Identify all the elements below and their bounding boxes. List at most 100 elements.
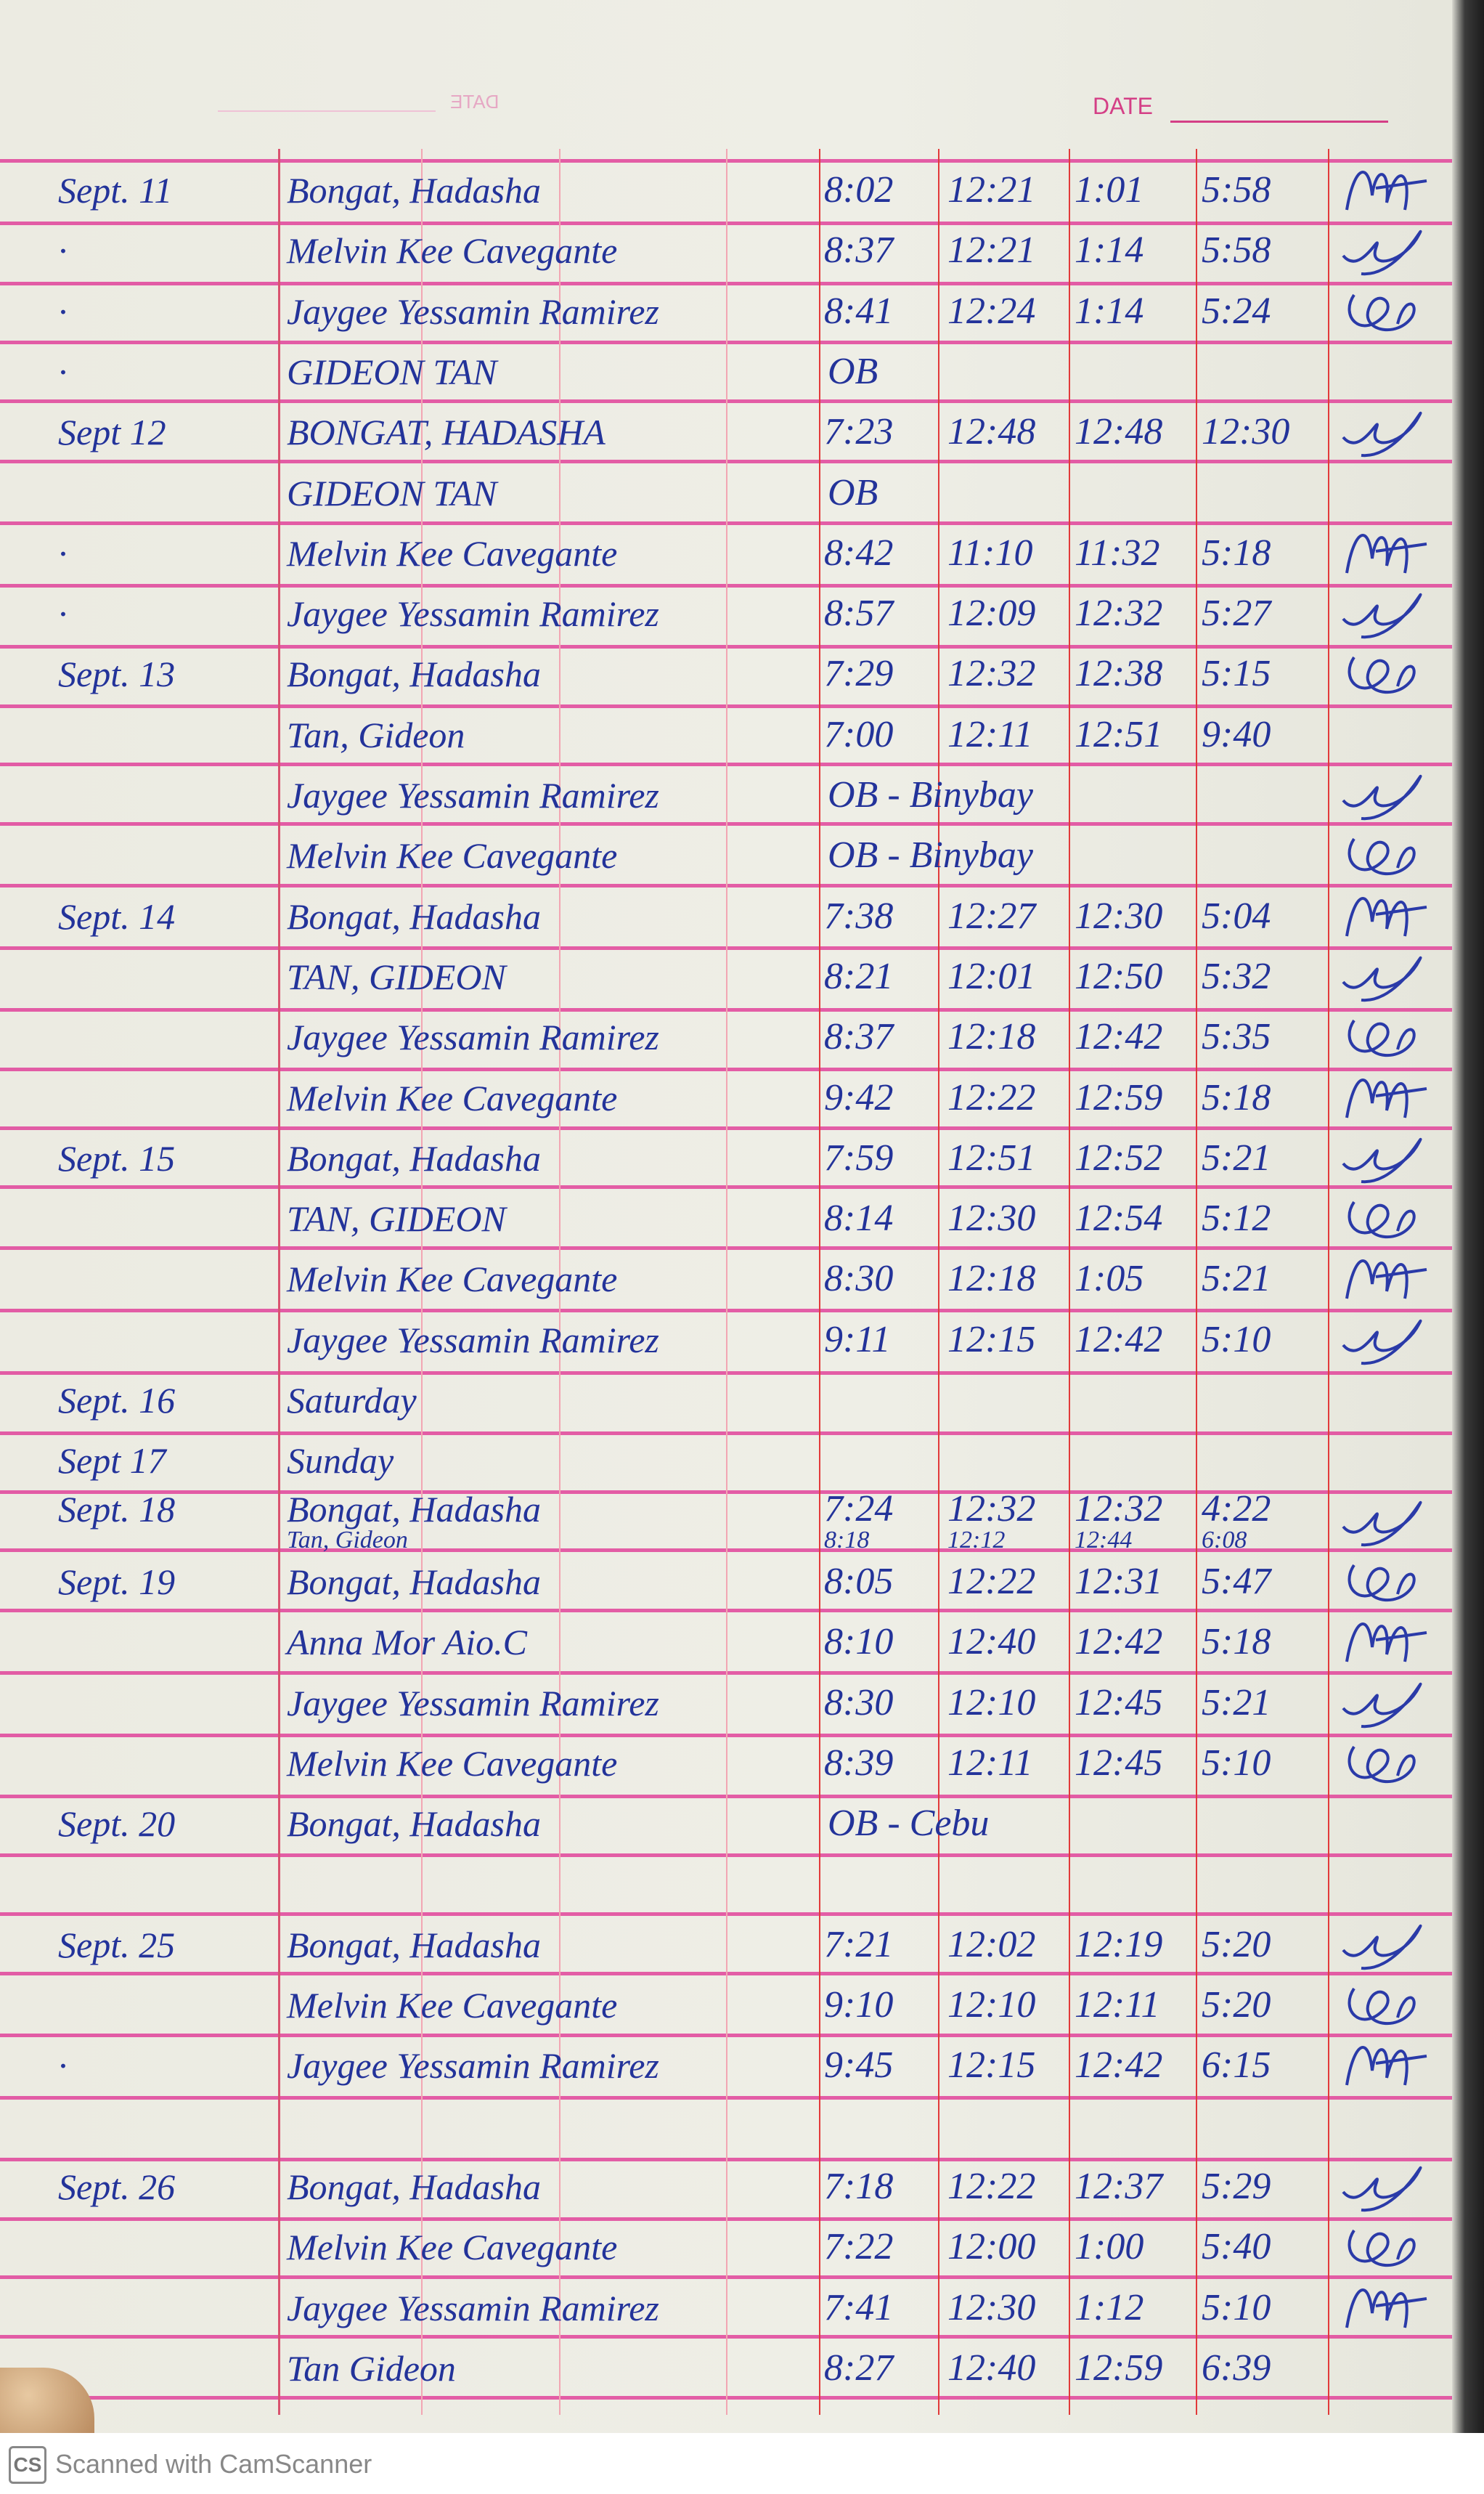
- time-in-am: 9:10: [824, 1984, 894, 2026]
- time-out-am: 12:10: [947, 1984, 1036, 2026]
- employee-name: Bongat, Hadasha: [287, 1137, 541, 1179]
- overlay-time-out-am: 12:12: [947, 1526, 1006, 1553]
- employee-name: Melvin Kee Cavegante: [287, 1742, 618, 1784]
- log-entry-row: Jaygee Yessamin Ramirez 8:30 12:10 12:45 5:2…: [0, 1672, 1452, 1732]
- signature: [1348, 838, 1416, 876]
- employee-name: Melvin Kee Cavegante: [287, 835, 618, 877]
- entry-date: ·: [58, 230, 68, 272]
- time-in-pm: 12:59: [1075, 1076, 1163, 1118]
- time-in-am: 7:41: [824, 2286, 894, 2328]
- entry-date: ·: [58, 2045, 68, 2087]
- time-out-pm: 5:10: [1202, 2286, 1271, 2328]
- time-out-pm: 5:21: [1202, 1137, 1271, 1179]
- log-entry-row: · Melvin Kee Cavegante 8:37 12:21 1:14 5:58: [0, 219, 1452, 280]
- employee-name: Jaygee Yessamin Ramirez: [287, 2287, 659, 2328]
- employee-name: TAN, GIDEON: [287, 1198, 506, 1240]
- time-out-am: 12:22: [947, 2165, 1036, 2207]
- log-entry-row: Jaygee Yessamin Ramirez OB - Binybay: [0, 764, 1452, 824]
- employee-name: Jaygee Yessamin Ramirez: [287, 775, 659, 816]
- log-entry-row: · Melvin Kee Cavegante 8:42 11:10 11:32 5:18: [0, 522, 1452, 582]
- time-out-pm: 9:40: [1202, 713, 1271, 755]
- signature: [1342, 2166, 1422, 2211]
- time-in-am: 9:45: [824, 2044, 894, 2087]
- page-edge: [1452, 0, 1484, 2433]
- entry-date: ·: [58, 532, 68, 574]
- employee-name: GIDEON TAN: [287, 351, 497, 392]
- time-in-am: 7:21: [824, 1923, 894, 1965]
- employee-name: Melvin Kee Cavegante: [287, 532, 618, 574]
- time-in-pm: 12:37: [1075, 2165, 1163, 2207]
- time-in-pm: 12:52: [1075, 1137, 1163, 1179]
- time-out-pm: 12:30: [1202, 411, 1290, 453]
- log-entry-row: Sept. 20 Bongat, Hadasha OB - Cebu: [0, 1792, 1452, 1853]
- entry-note: OB - Cebu: [828, 1803, 990, 1845]
- time-out-pm: 5:12: [1202, 1198, 1271, 1240]
- time-out-pm: 6:15: [1202, 2044, 1271, 2087]
- time-in-pm: 12:48: [1075, 411, 1163, 453]
- logbook-page: DATE DATE Sept. 11 Bongat, Hadasha 8:02 12:…: [0, 0, 1452, 2463]
- employee-name: BONGAT, HADASHA: [287, 412, 606, 453]
- time-in-am: 8:39: [824, 1742, 894, 1784]
- time-out-pm: 5:40: [1202, 2226, 1271, 2268]
- log-entry-row: · Jaygee Yessamin Ramirez 8:41 12:24 1:14 5:2…: [0, 280, 1452, 341]
- log-entry-row: Jaygee Yessamin Ramirez 8:37 12:18 12:42 5:3…: [0, 1006, 1452, 1066]
- time-out-am: 12:24: [947, 290, 1036, 332]
- column-rule: [938, 149, 939, 2415]
- time-out-am: 12:40: [947, 1621, 1036, 1663]
- time-out-am: 12:22: [947, 1076, 1036, 1118]
- time-in-am: 8:02: [824, 169, 894, 211]
- log-entry-row: TAN, GIDEON 8:14 12:30 12:54 5:12: [0, 1187, 1452, 1248]
- time-in-am: 7:59: [824, 1137, 894, 1179]
- time-in-pm: 12:42: [1075, 1016, 1163, 1058]
- camscanner-logo: CS: [9, 2446, 46, 2484]
- entry-date: Sept 12: [58, 412, 166, 453]
- time-out-am: 12:30: [947, 1198, 1036, 1240]
- log-entry-row: Sept. 18 Bongat, Hadasha 7:24 12:32 12:32 4:2…: [0, 1490, 1452, 1553]
- date-line: [1170, 121, 1388, 123]
- employee-name: Anna Mor Aio.C: [287, 1622, 528, 1663]
- log-entry-row: Tan Gideon 8:27 12:40 12:59 6:39: [0, 2337, 1452, 2397]
- time-in-pm: 12:31: [1075, 1560, 1163, 1602]
- column-rule: [421, 149, 423, 2415]
- signature: [1345, 1078, 1427, 1118]
- time-out-am: 12:22: [947, 1560, 1036, 1602]
- entry-date: Sept. 19: [58, 1561, 176, 1602]
- employee-name: Tan Gideon: [287, 2347, 456, 2389]
- entry-date: Sept. 13: [58, 654, 176, 695]
- signature: [1348, 1987, 1416, 2025]
- log-entry-row: Sept. 19 Bongat, Hadasha 8:05 12:22 12:31 5:4…: [0, 1551, 1452, 1611]
- time-in-am: 9:11: [824, 1318, 891, 1360]
- time-out-pm: 5:15: [1202, 653, 1271, 695]
- time-in-am: 8:14: [824, 1198, 894, 1240]
- employee-name: Jaygee Yessamin Ramirez: [287, 1319, 659, 1360]
- time-out-am: 12:21: [947, 230, 1036, 272]
- time-out-am: 11:10: [947, 532, 1033, 574]
- time-out-pm: 6:39: [1202, 2347, 1271, 2389]
- log-entry-row: Melvin Kee Cavegante 7:22 12:00 1:00 5:40: [0, 2216, 1452, 2276]
- time-in-am: 8:30: [824, 1258, 894, 1300]
- time-in-am: 8:41: [824, 290, 894, 332]
- signature: [1348, 2230, 1416, 2267]
- signature: [1345, 1622, 1427, 1662]
- employee-name: Jaygee Yessamin Ramirez: [287, 2045, 659, 2087]
- log-entry-row: Jaygee Yessamin Ramirez 7:41 12:30 1:12 5:10: [0, 2277, 1452, 2337]
- time-in-am: 7:23: [824, 411, 894, 453]
- time-out-pm: 5:27: [1202, 593, 1271, 635]
- time-in-pm: 12:42: [1075, 1318, 1163, 1360]
- time-in-pm: 1:05: [1075, 1258, 1144, 1300]
- employee-name: Bongat, Hadasha: [287, 1924, 541, 1965]
- signature: [1345, 2288, 1427, 2328]
- overlay-time-out-pm: 6:08: [1202, 1526, 1247, 1553]
- signature: [1348, 293, 1416, 331]
- time-in-am: 8:05: [824, 1560, 894, 1602]
- signature: [1345, 171, 1427, 211]
- employee-name: Jaygee Yessamin Ramirez: [287, 1017, 659, 1058]
- time-in-pm: 12:19: [1075, 1923, 1163, 1965]
- time-in-pm: 11:32: [1075, 532, 1160, 574]
- entry-note: OB: [828, 471, 878, 513]
- time-in-pm: 12:51: [1075, 713, 1163, 755]
- time-out-pm: 5:18: [1202, 1076, 1271, 1118]
- time-out-am: 12:51: [947, 1137, 1036, 1179]
- entry-date: Sept. 25: [58, 1924, 176, 1965]
- time-in-am: 9:42: [824, 1076, 894, 1118]
